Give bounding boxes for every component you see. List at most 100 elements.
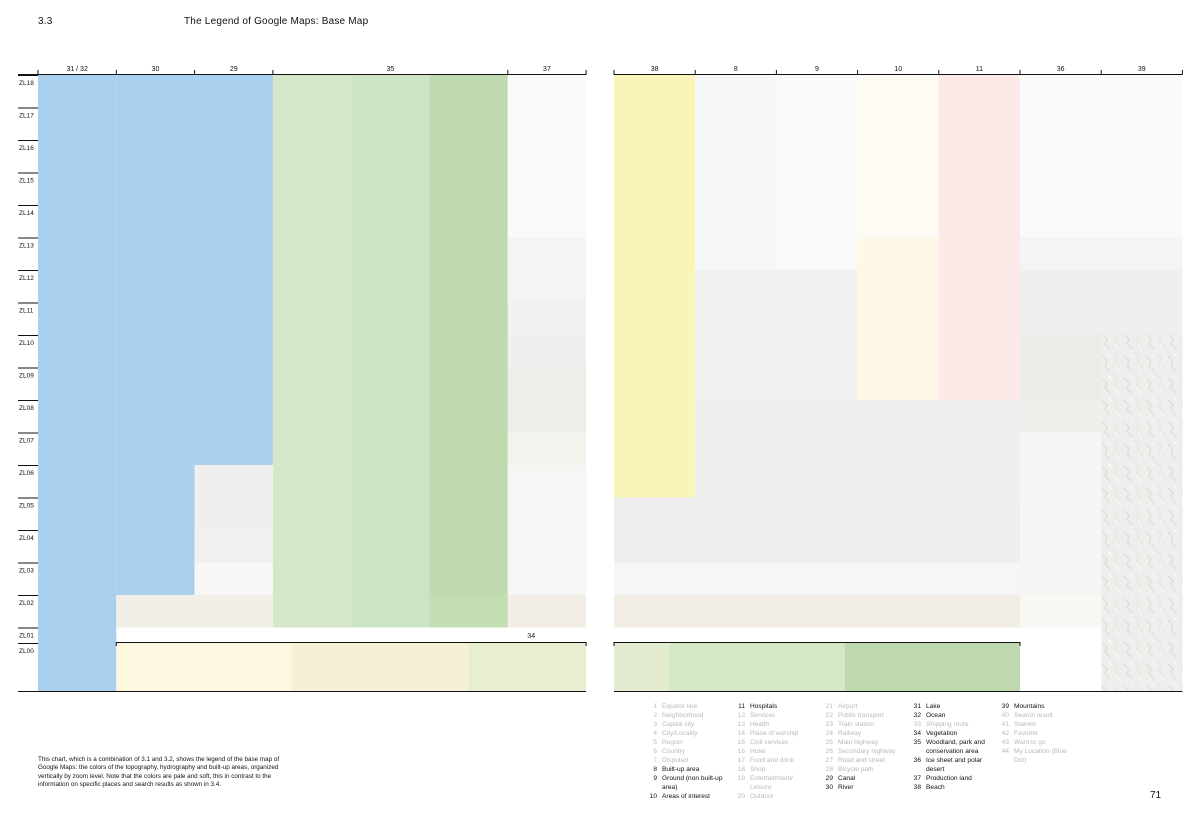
cell-p1-12: [507, 237, 587, 303]
legend-item-42: 42 Favorite: [996, 729, 1080, 738]
zl00-strip-p1-0: [116, 643, 293, 691]
cell-p2-1: [695, 75, 777, 270]
legend-item-label: Capital city: [662, 721, 695, 728]
row-label-ZL07: ZL07: [19, 438, 34, 445]
cell-p1-6: [116, 595, 273, 628]
legend-item-number: 27: [825, 757, 833, 764]
legend-item-10: 10 Areas of interest: [644, 792, 728, 801]
cell-p1-9: [429, 75, 508, 595]
legend-item-number: 8: [653, 766, 657, 773]
legend-item-label: Public transport: [838, 712, 884, 719]
legend-item-11: 11 Hospitals: [732, 702, 816, 711]
zl00-strip-p1-2: [468, 643, 587, 691]
legend-item-12: 12 Services: [732, 711, 816, 720]
legend-item-number: 26: [825, 748, 833, 755]
legend-item-number: 44: [1001, 748, 1009, 755]
legend-item-number: 1: [653, 703, 657, 710]
cell-p2-14: [1020, 335, 1102, 400]
row-label-ZL18: ZL18: [19, 80, 34, 87]
row-label-ZL09: ZL09: [19, 373, 34, 380]
zl00-strip-p2-1: [669, 643, 845, 691]
cell-p2-10: [614, 595, 1020, 628]
zl00-strip-p2-0: [614, 643, 670, 691]
legend-item-18: 18 Shop: [732, 765, 816, 774]
column-label-p1-4: 37: [543, 66, 551, 73]
legend-column-4: 31 Lake 32 Ocean 33 Shipping route 34 Vegetatio…: [908, 702, 992, 792]
legend-item-label: Entertainment/ Leisure: [750, 775, 793, 791]
column-label-p2-4: 11: [976, 66, 983, 73]
legend-item-label: Vegetation: [926, 730, 958, 737]
legend-item-number: 43: [1001, 739, 1009, 746]
legend-column-2: 11 Hospitals 12 Services 13 Health 14 Place of …: [732, 702, 816, 801]
legend-item-number: 24: [825, 730, 833, 737]
cell-p1-10: [429, 595, 508, 628]
legend-item-37: 37 Production land: [908, 774, 992, 783]
row-label-ZL00: ZL00: [19, 648, 34, 655]
legend-item-31: 31 Lake: [908, 702, 992, 711]
cell-p1-4: [194, 530, 273, 563]
legend-item-label: City/Locality: [662, 730, 698, 737]
legend-item-29: 29 Canal: [820, 774, 904, 783]
section-number: 3.3: [38, 16, 53, 27]
row-label-ZL14: ZL14: [19, 210, 34, 217]
row-label-ZL11: ZL11: [19, 308, 34, 315]
cell-p2-15: [1020, 400, 1102, 433]
legend-item-label: Ice sheet and polar desert: [926, 757, 983, 773]
legend-item-number: 7: [653, 757, 657, 764]
legend-item-36: 36 Ice sheet and polar desert: [908, 756, 992, 774]
column-label-p2-2: 9: [815, 66, 819, 73]
row-label-ZL17: ZL17: [19, 113, 34, 120]
legend-item-16: 16 Hotel: [732, 747, 816, 756]
legend-item-number: 13: [737, 721, 745, 728]
legend-item-number: 41: [1001, 721, 1009, 728]
legend-item-26: 26 Secondary highway: [820, 747, 904, 756]
legend-item-label: Canal: [838, 775, 856, 782]
row-label-ZL08: ZL08: [19, 405, 34, 412]
row-label-ZL04: ZL04: [19, 535, 34, 542]
legend-item-number: 20: [737, 793, 745, 800]
legend-item-number: 15: [737, 739, 745, 746]
legend-item-40: 40 Search result: [996, 711, 1080, 720]
legend-item-22: 22 Public transport: [820, 711, 904, 720]
legend-item-label: Food and drink: [750, 757, 794, 764]
legend-item-label: Civil services: [750, 739, 789, 746]
cell-p1-11: [507, 75, 587, 238]
legend-item-label: Shop: [750, 766, 766, 773]
legend-item-label: Secondary highway: [838, 748, 896, 755]
row-label-ZL02: ZL02: [19, 600, 34, 607]
cell-p1-1: [116, 75, 273, 465]
legend-column-3: 21 Airport 22 Public transport 23 Train stati…: [820, 702, 904, 792]
cell-p2-11: [1020, 75, 1183, 238]
legend-item-number: 4: [653, 730, 657, 737]
legend-item-label: Airport: [838, 703, 858, 710]
legend-item-1: 1 Equator line: [644, 702, 728, 711]
bracket-p1: [115, 642, 587, 646]
legend-item-3: 3 Capital city: [644, 720, 728, 729]
row-label-ZL16: ZL16: [19, 145, 34, 152]
legend-item-label: Favorite: [1014, 730, 1038, 737]
legend-item-34: 34 Vegetation: [908, 729, 992, 738]
legend-item-label: Equator line: [662, 703, 698, 710]
page-title: The Legend of Google Maps: Base Map: [184, 16, 369, 27]
cell-p2-5: [938, 75, 1020, 400]
legend-item-label: Neighborhood: [662, 712, 704, 719]
legend-item-number: 6: [653, 748, 657, 755]
bracket-label-p1: 34: [527, 633, 535, 640]
legend-item-number: 21: [825, 703, 833, 710]
legend-item-label: Main highway: [838, 739, 879, 746]
legend-item-number: 28: [825, 766, 833, 773]
legend-item-label: Bicycle path: [838, 766, 874, 773]
column-label-p1-2: 29: [230, 66, 238, 73]
row-label-ZL05: ZL05: [19, 503, 34, 510]
legend-item-label: Beach: [926, 784, 945, 791]
cell-p1-7: [272, 75, 352, 628]
legend-item-number: 18: [737, 766, 745, 773]
legend-item-44: 44 My Location (Blue Dot): [996, 747, 1080, 765]
legend-item-13: 13 Health: [732, 720, 816, 729]
cell-p1-2: [116, 465, 195, 595]
legend-item-number: 37: [913, 775, 921, 782]
legend-item-15: 15 Civil services: [732, 738, 816, 747]
zl00-strip-p1-1: [292, 643, 469, 691]
legend-item-label: Production land: [926, 775, 972, 782]
